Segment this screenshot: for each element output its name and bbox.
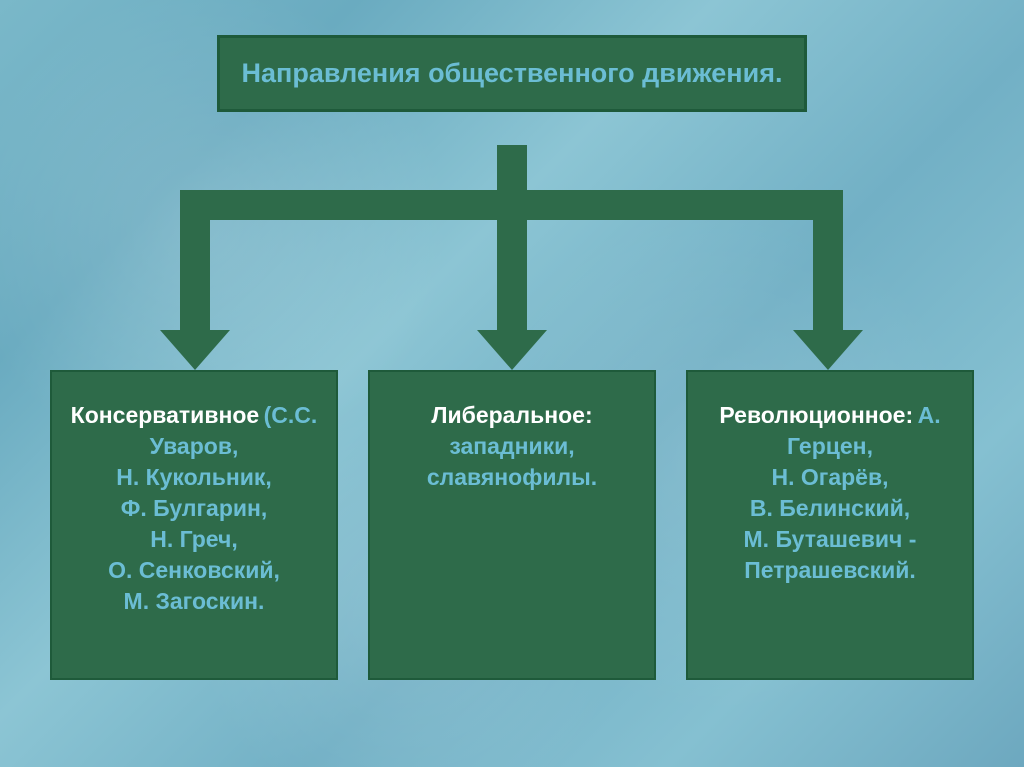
child-body: западники, славянофилы. (427, 433, 597, 490)
root-node: Направления общественного движения. (217, 35, 807, 112)
child-heading: Революционное: (719, 402, 913, 428)
children-row: Консервативное (С.С. Уваров, Н. Кукольни… (0, 370, 1024, 680)
root-title: Направления общественного движения. (240, 56, 784, 91)
child-heading: Консервативное (71, 402, 260, 428)
diagram-root: Направления общественного движения. Конс… (0, 0, 1024, 767)
connector-bar (180, 190, 843, 220)
connector-mid-stem (497, 220, 527, 330)
child-node-liberal: Либеральное: западники, славянофилы. (368, 370, 656, 680)
connector-right-head (793, 330, 863, 370)
connector-left-head (160, 330, 230, 370)
connector-center-stem-top (497, 145, 527, 190)
connector-right-stem (813, 220, 843, 330)
child-body: А. Герцен, Н. Огарёв, В. Белинский, М. Б… (744, 402, 941, 583)
connector-left-stem (180, 220, 210, 330)
child-body: (С.С. Уваров, Н. Кукольник, Ф. Булгарин,… (108, 402, 317, 614)
child-heading: Либеральное: (431, 402, 592, 428)
connector-mid-head (477, 330, 547, 370)
child-node-revolutionary: Революционное: А. Герцен, Н. Огарёв, В. … (686, 370, 974, 680)
child-node-conservative: Консервативное (С.С. Уваров, Н. Кукольни… (50, 370, 338, 680)
